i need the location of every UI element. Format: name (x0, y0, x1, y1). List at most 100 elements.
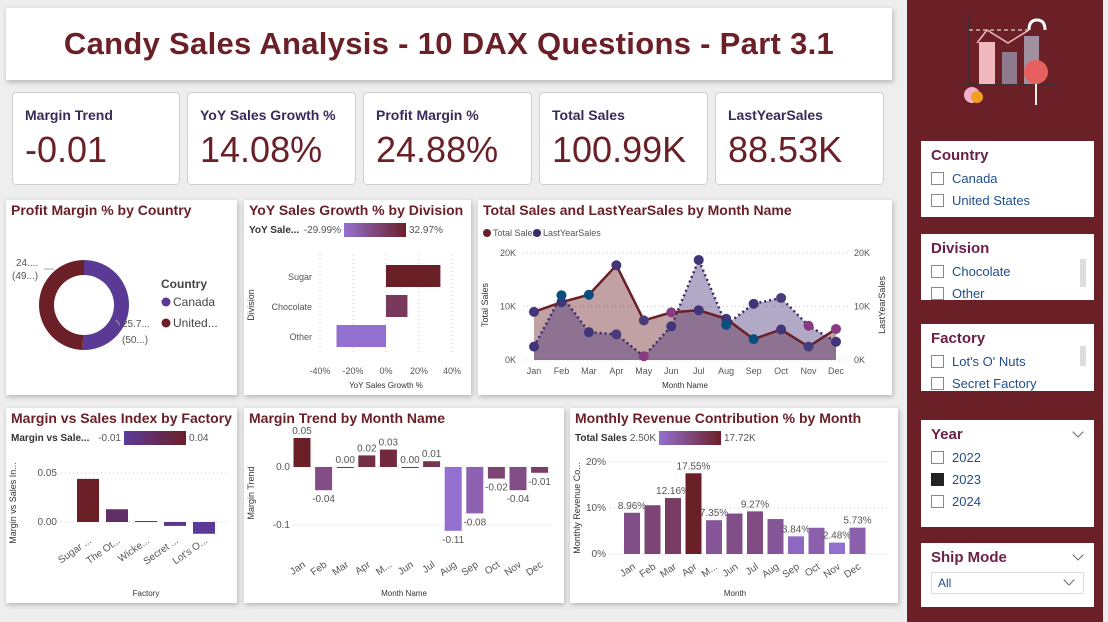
yoy-growth-by-division-chart[interactable]: YoY Sales Growth % by Division YoY Sale..… (244, 200, 471, 395)
leader-line (115, 319, 121, 326)
slicer-title: Division (931, 240, 990, 257)
data-point (611, 260, 622, 271)
checkbox[interactable] (931, 287, 944, 300)
slicer-item-2022[interactable]: 2022 (931, 450, 1084, 465)
bar (423, 461, 441, 467)
legend-gradient-bar (659, 431, 721, 445)
slicer-item-label: Lot's O' Nuts (952, 354, 1026, 369)
checkbox[interactable] (931, 495, 944, 508)
checkbox[interactable] (931, 265, 944, 278)
bar-sugar (386, 265, 441, 287)
slicer-item-canada[interactable]: Canada (931, 171, 1084, 186)
checkbox[interactable] (931, 355, 944, 368)
bar (401, 467, 419, 468)
data-label: 17.55% (677, 461, 711, 472)
slicer-item-2024[interactable]: 2024 (931, 494, 1084, 509)
x-axis-title: Factory (133, 589, 160, 598)
x-tick-label: Nov (503, 559, 524, 578)
chart-title: Monthly Revenue Contribution % by Month (575, 410, 862, 426)
margin-trend-by-month-chart[interactable]: Margin Trend by Month Name -0.1 0.0 0.05 Jan… (244, 408, 564, 603)
x-tick-label: Sep (460, 559, 481, 578)
data-point (666, 321, 677, 332)
checkbox[interactable] (931, 377, 944, 390)
x-tick-label: Jul (693, 366, 705, 376)
data-label: 0.05 (292, 426, 312, 437)
data-point (583, 289, 594, 300)
kpi-label: Margin Trend (25, 107, 113, 123)
data-label: -0.08 (463, 517, 486, 528)
bar (336, 467, 354, 468)
x-tick-label: Jan (288, 559, 308, 577)
data-label: -0.04 (507, 494, 530, 505)
data-label: 2.48% (823, 531, 851, 542)
checkbox[interactable] (931, 172, 944, 185)
data-point (611, 329, 622, 340)
data-point (556, 297, 567, 308)
x-tick-label: Sep (781, 561, 802, 580)
legend-min: -0.01 (98, 433, 121, 444)
slicer-item-united-states[interactable]: United States (931, 193, 1084, 208)
slicer-item-other[interactable]: Other (931, 286, 1084, 301)
x-tick-label: -40% (309, 366, 330, 376)
data-label: -0.01 (528, 477, 551, 488)
sales-by-month-line-chart[interactable]: Total Sales and LastYearSales by Month N… (478, 200, 892, 395)
x-tick-label: Aug (718, 366, 734, 376)
y-tick-label: 0K (505, 355, 516, 365)
legend-title: Country (161, 277, 207, 291)
profit-margin-by-country-chart[interactable]: Profit Margin % by Country 25.7... (50...)… (6, 200, 237, 395)
data-point (638, 315, 649, 326)
x-axis-title: Month (724, 589, 746, 598)
bar (706, 520, 722, 554)
bar (379, 449, 397, 467)
monthly-revenue-contribution-chart[interactable]: Monthly Revenue Contribution % by Month T… (570, 408, 898, 603)
donut-slice-1 (38, 260, 84, 350)
data-point (666, 307, 677, 318)
legend-marker (161, 318, 171, 328)
data-point (776, 292, 787, 303)
donut-slice-0 (82, 260, 129, 350)
x-tick-label: Oct (483, 559, 502, 577)
bar (624, 512, 640, 554)
data-label: -0.11 (442, 535, 464, 546)
checkbox[interactable] (931, 194, 944, 207)
slice-label: 25.7... (122, 319, 150, 330)
x-tick-label: Jul (744, 561, 761, 577)
slice-sublabel: (49...) (12, 271, 38, 282)
slicer-item-lots-o-nuts[interactable]: Lot's O' Nuts (931, 354, 1084, 369)
x-tick-label: Apr (609, 366, 623, 376)
scrollbar[interactable] (1080, 346, 1086, 366)
kpi-value: 14.08% (200, 129, 323, 170)
slicer-item-label: Secret Factory (952, 376, 1037, 391)
scrollbar[interactable] (1080, 259, 1086, 287)
data-point (583, 327, 594, 338)
bar (358, 455, 376, 467)
legend-max: 32.97% (409, 225, 443, 236)
kpi-yoy-growth: YoY Sales Growth % 14.08% (187, 92, 356, 185)
x-tick-label: Nov (801, 366, 818, 376)
kpi-total-sales: Total Sales 100.99K (539, 92, 708, 185)
margin-vs-sales-by-factory-chart[interactable]: Margin vs Sales Index by Factory Margin v… (6, 408, 237, 603)
y-tick-label: 0% (592, 549, 607, 560)
data-point (721, 319, 732, 330)
x-tick-label: Dec (524, 559, 545, 578)
ship-mode-dropdown[interactable]: All (931, 572, 1084, 594)
y-tick-label: 10K (500, 302, 516, 312)
bar (747, 511, 763, 554)
x-tick-label: May (635, 366, 653, 376)
kpi-label: LastYearSales (728, 107, 823, 123)
slicer-item-2023[interactable]: 2023 (931, 472, 1084, 487)
slicer-item-secret-factory[interactable]: Secret Factory (931, 376, 1084, 391)
x-tick-label: Aug (438, 559, 459, 578)
report-title-card: Candy Sales Analysis - 10 DAX Questions … (6, 8, 892, 80)
area-1 (534, 259, 836, 360)
bar (767, 519, 784, 554)
slice-label: 24.... (16, 258, 38, 269)
slicer-item-chocolate[interactable]: Chocolate (931, 264, 1084, 279)
checkbox[interactable] (931, 451, 944, 464)
kpi-value: 100.99K (552, 129, 687, 170)
slicer-item-label: 2024 (952, 494, 981, 509)
kpi-profit-margin: Profit Margin % 24.88% (363, 92, 532, 185)
checkbox-checked[interactable] (931, 473, 944, 486)
x-tick-label: Dec (842, 561, 863, 580)
data-point (693, 305, 704, 316)
